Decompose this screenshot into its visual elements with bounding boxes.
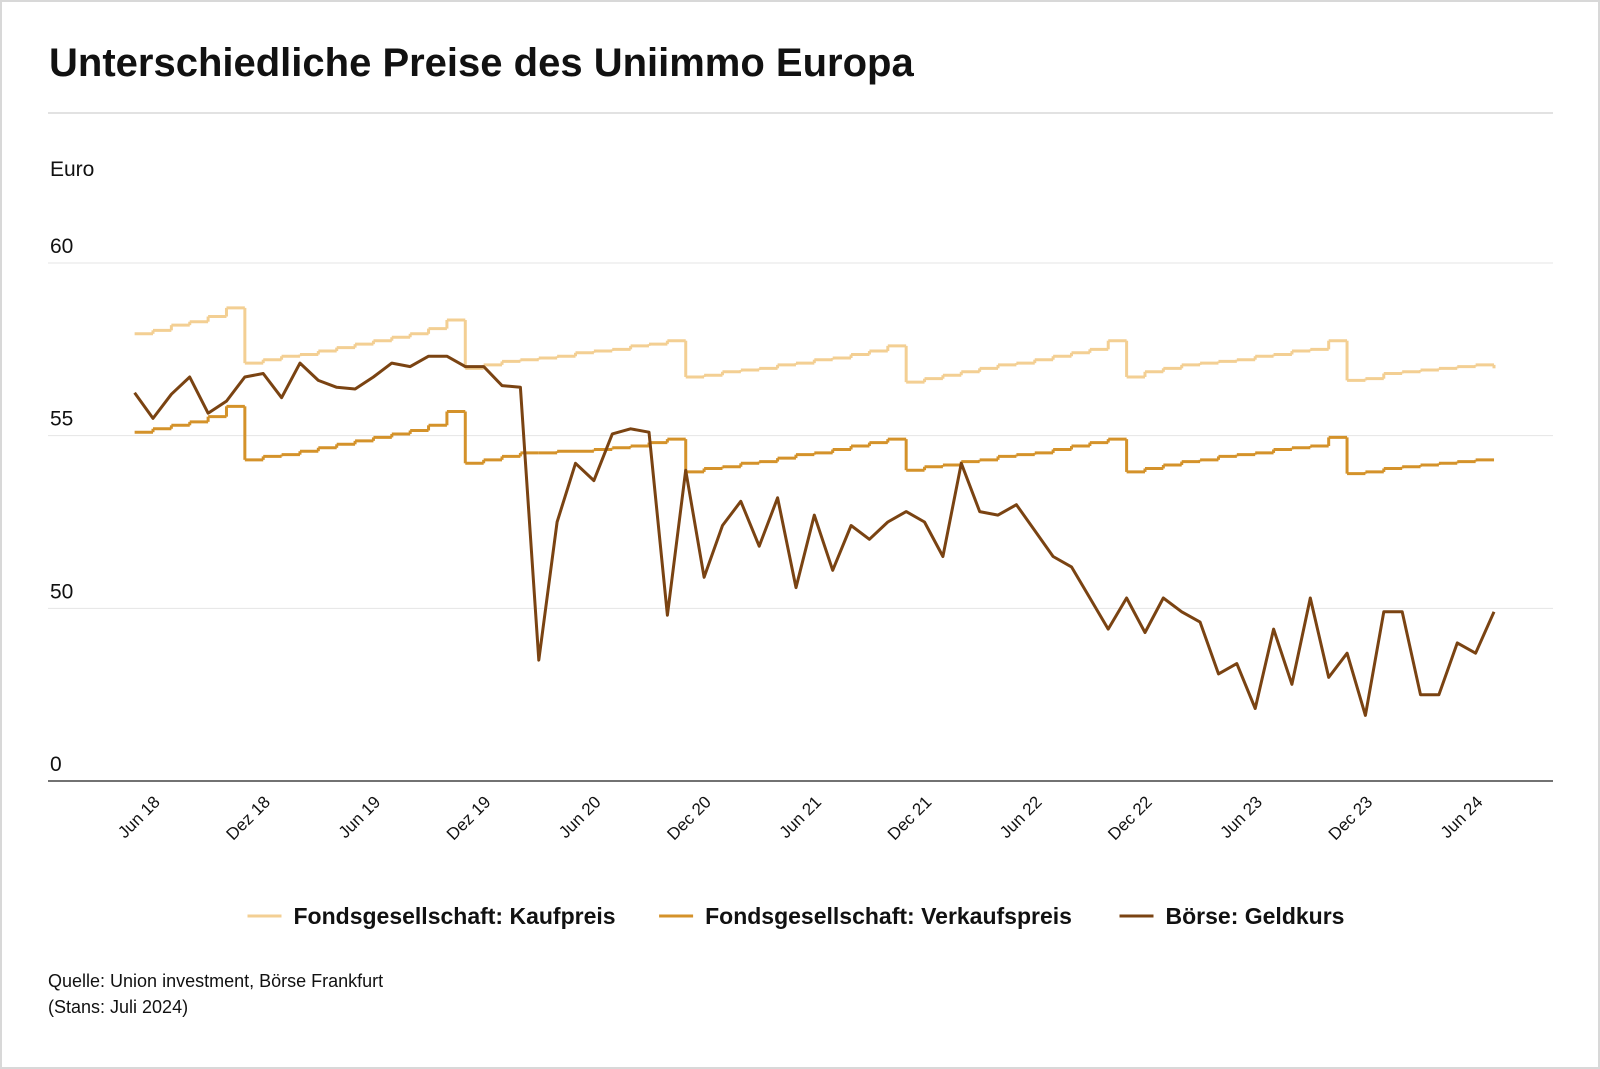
series-line xyxy=(133,354,1496,717)
y-tick-label: 60 xyxy=(50,235,73,258)
y-axis-label: Euro xyxy=(50,158,94,181)
source: (Stans: Juli 2024) xyxy=(48,997,188,1017)
y-tick-label: 0 xyxy=(50,753,62,776)
legend-label: Börse: Geldkurs xyxy=(1166,903,1345,929)
y-tick-label: 55 xyxy=(50,408,73,431)
legend-label: Fondsgesellschaft: Kaufpreis xyxy=(294,903,616,929)
source: Quelle: Union investment, Börse Frankfur… xyxy=(48,971,383,991)
chart-title: Unterschiedliche Preise des Uniimmo Euro… xyxy=(49,41,914,85)
legend-label: Fondsgesellschaft: Verkaufspreis xyxy=(705,903,1072,929)
y-tick-label: 50 xyxy=(50,580,73,603)
